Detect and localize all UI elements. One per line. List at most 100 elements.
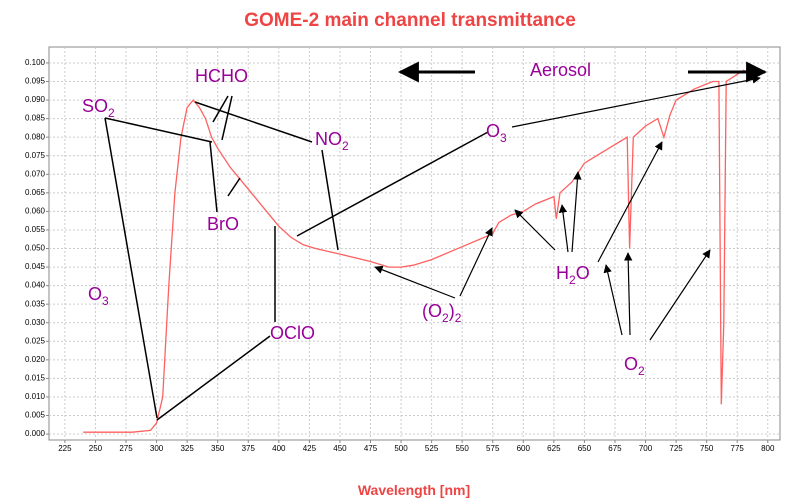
annotation-line — [649, 249, 711, 341]
x-tick-label: 600 — [517, 444, 531, 453]
annotation-part: H — [556, 263, 569, 283]
x-tick-label: 800 — [761, 444, 775, 453]
annotation-part: BrO — [207, 214, 239, 234]
x-tick-label: 500 — [394, 444, 408, 453]
y-tick-label: 0.065 — [25, 188, 46, 197]
y-tick-label: 0.100 — [25, 58, 46, 67]
y-tick-label: 0.055 — [25, 225, 46, 234]
y-tick-label: 0.075 — [25, 151, 46, 160]
x-tick-label: 475 — [364, 444, 378, 453]
y-tick-label: 0.070 — [25, 169, 46, 178]
y-tick-label: 0.020 — [25, 355, 46, 364]
annotation: Aerosol — [530, 60, 591, 80]
x-tick-label: 550 — [455, 444, 469, 453]
annotation: BrO — [207, 214, 239, 234]
annotation-line — [558, 204, 569, 253]
annotation-line — [194, 101, 313, 143]
y-tick-label: 0.080 — [25, 132, 46, 141]
annotation-line — [221, 95, 233, 141]
annotation-part: SO — [82, 96, 108, 116]
annotation-sub: 2 — [108, 106, 115, 120]
y-tick-label: 0.030 — [25, 318, 46, 327]
annotation-line — [511, 75, 761, 128]
annotation-sub: 3 — [500, 131, 507, 145]
x-tick-label: 725 — [669, 444, 683, 453]
annotation-line — [623, 252, 633, 336]
y-tick-label: 0.045 — [25, 262, 46, 271]
x-tick-label: 650 — [578, 444, 592, 453]
x-tick-label: 775 — [731, 444, 745, 453]
annotation-part: O — [624, 354, 638, 374]
x-tick-label: 575 — [486, 444, 500, 453]
x-tick-label: 250 — [89, 444, 103, 453]
annotation: HCHO — [195, 66, 248, 86]
annotation-sub: 3 — [102, 294, 109, 308]
annotation-part: O — [88, 284, 102, 304]
y-tick-label: 0.085 — [25, 114, 46, 123]
x-tick-label: 400 — [272, 444, 286, 453]
annotation-line — [374, 265, 456, 299]
x-axis-label: Wavelength [nm] — [358, 482, 470, 498]
annotation-sub: 2 — [342, 139, 349, 153]
annotation-part: O — [576, 263, 590, 283]
x-tick-label: 375 — [242, 444, 256, 453]
annotation: O3 — [486, 121, 507, 145]
y-tick-label: 0.095 — [25, 77, 46, 86]
x-tick-label: 325 — [180, 444, 194, 453]
annotation-part: ) — [449, 301, 455, 321]
annotation-line — [209, 141, 218, 213]
x-tick-label: 625 — [547, 444, 561, 453]
y-tick-label: 0.090 — [25, 95, 46, 104]
x-tick-label: 700 — [639, 444, 653, 453]
annotation-sub: 2 — [442, 311, 449, 325]
plot-frame — [48, 46, 781, 441]
annotation-part: HCHO — [195, 66, 248, 86]
y-tick-label: 0.005 — [25, 411, 46, 420]
chart-title: GOME-2 main channel transmittance — [244, 10, 576, 31]
annotation-sub: 2 — [638, 364, 645, 378]
y-tick-label: 0.000 — [25, 429, 46, 438]
annotation-part: NO — [315, 129, 342, 149]
annotation-line — [104, 117, 213, 143]
spectrum-line — [83, 69, 756, 433]
annotation-line — [296, 131, 489, 237]
x-tick-label: 450 — [333, 444, 347, 453]
annotation-line — [603, 264, 623, 336]
x-tick-label: 300 — [150, 444, 164, 453]
x-tick-label: 675 — [608, 444, 622, 453]
annotation-line — [104, 117, 158, 419]
annotation-line — [321, 149, 339, 251]
y-tick-label: 0.050 — [25, 244, 46, 253]
annotation-line — [212, 95, 229, 123]
x-tick-label: 750 — [700, 444, 714, 453]
y-tick-label: 0.060 — [25, 207, 46, 216]
annotation: NO2 — [315, 129, 349, 153]
y-tick-label: 0.025 — [25, 336, 46, 345]
annotation-line — [597, 141, 663, 263]
annotation-sub: 2 — [569, 273, 576, 287]
x-tick-label: 425 — [303, 444, 317, 453]
annotation-line — [156, 335, 271, 421]
y-tick-label: 0.040 — [25, 281, 46, 290]
annotation-line — [571, 171, 582, 253]
annotation: O2 — [624, 354, 645, 378]
x-tick-label: 275 — [119, 444, 133, 453]
annotation-part: O — [486, 121, 500, 141]
annotation-line — [459, 227, 493, 297]
annotation: O3 — [88, 284, 109, 308]
y-tick-label: 0.015 — [25, 374, 46, 383]
annotation-part: (O — [422, 301, 442, 321]
annotation-line — [227, 177, 241, 197]
x-tick-label: 350 — [211, 444, 225, 453]
annotation: (O2)2 — [422, 301, 462, 325]
annotation: SO2 — [82, 96, 115, 120]
annotation: H2O — [556, 263, 590, 287]
annotation: OClO — [270, 323, 315, 343]
annotation-part: OClO — [270, 323, 315, 343]
annotation-sub: 2 — [455, 311, 462, 325]
annotation-part: Aerosol — [530, 60, 591, 80]
y-tick-label: 0.010 — [25, 392, 46, 401]
annotation-line — [514, 209, 556, 251]
x-tick-label: 525 — [425, 444, 439, 453]
